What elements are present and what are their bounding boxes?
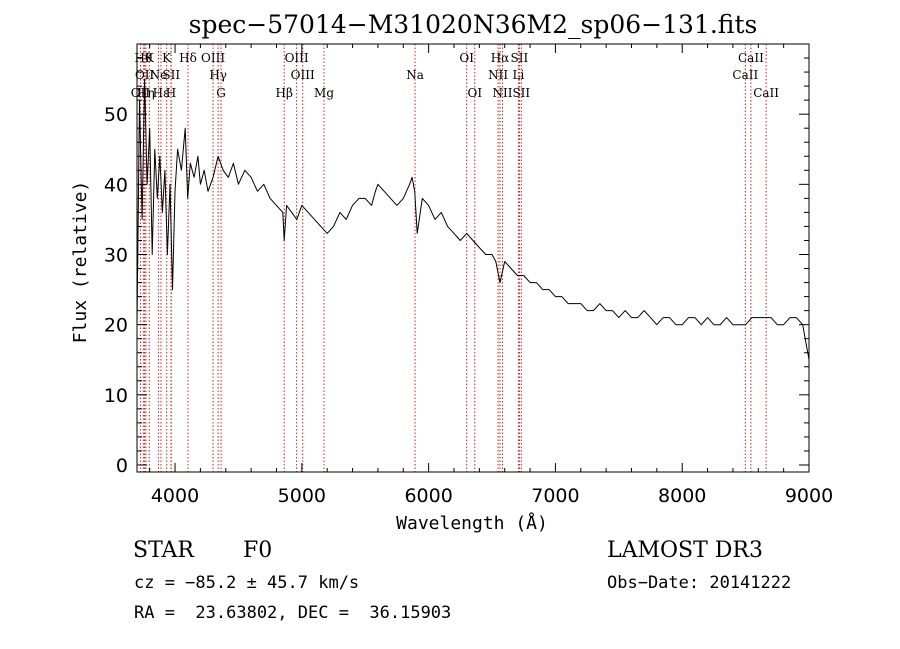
plot-area: 4000 5000 6000 7000 8000 900001020304050OIIHθ…: [104, 43, 833, 507]
spectral-line-label-7: K: [162, 51, 172, 65]
spectral-line-label-14: Hβ: [276, 86, 293, 100]
x-tick-label-3: 7000: [531, 485, 579, 507]
x-tick-label-2: 6000: [404, 485, 452, 507]
spectral-line-label-0: OII: [131, 86, 151, 100]
spectral-line-label-6: Hε: [153, 86, 170, 100]
spectral-line-label-29: CaII: [753, 86, 779, 100]
x-tick-label-1: 5000: [278, 485, 326, 507]
y-tick-label-4: 40: [104, 174, 128, 196]
x-tick-label-5: 9000: [785, 485, 833, 507]
spectral-line-label-13: G: [216, 86, 226, 100]
spectral-line-label-17: Mg: [314, 86, 334, 100]
spectrum-line-flux: [136, 78, 810, 360]
y-tick-label-5: 50: [104, 104, 128, 126]
spectral-line-label-24: SII: [511, 51, 529, 65]
x-tick-label-4: 8000: [658, 485, 706, 507]
spectral-line-label-2: OII: [135, 68, 155, 82]
spectral-line-label-19: OI: [459, 51, 474, 65]
survey-name: LAMOST DR3: [607, 538, 763, 563]
y-tick-label-1: 10: [104, 385, 128, 407]
object-type: STAR: [133, 538, 194, 563]
spectral-line-label-4: K: [145, 51, 155, 65]
ra-dec-coordinates: RA = 23.63802, DEC = 36.15903: [134, 603, 452, 623]
spectral-line-label-5: Ne: [150, 68, 168, 82]
redshift-cz: cz = −85.2 ± 45.7 km/s: [134, 573, 360, 593]
spectral-line-label-15: OIII: [285, 51, 309, 65]
spectral-line-label-18: Na: [406, 68, 424, 82]
spectral-line-label-20: OI: [467, 86, 482, 100]
observation-date: Obs−Date: 20141222: [607, 573, 792, 593]
y-tick-label-3: 30: [104, 244, 128, 266]
chart-title: spec−57014−M31020N36M2_sp06−131.fits: [189, 10, 758, 39]
spectral-line-label-23: NII: [493, 86, 513, 100]
spectral-line-label-1: Hθ: [134, 51, 152, 65]
spectral-line-label-16: OIII: [291, 68, 315, 82]
spectral-line-label-25: Li: [512, 68, 524, 82]
spectral-line-label-10: Hδ: [179, 51, 197, 65]
spectral-line-label-21: NII: [488, 68, 508, 82]
spectral-line-label-11: OIII: [201, 51, 225, 65]
spectral-line-label-28: CaII: [738, 51, 764, 65]
plot-frame: [136, 43, 810, 473]
x-tick-label-0: 4000: [151, 485, 199, 507]
spectral-line-label-8: SII: [162, 68, 180, 82]
spectral-line-label-3: Hη: [137, 86, 155, 100]
y-tick-label-0: 0: [116, 455, 128, 477]
spectral-line-label-12: Hγ: [209, 68, 227, 82]
spectral-subclass: F0: [243, 538, 273, 563]
spectral-line-label-27: CaII: [732, 68, 758, 82]
spectral-line-label-26: SII: [512, 86, 530, 100]
y-axis-label: Flux (relative): [70, 181, 91, 344]
y-tick-label-2: 20: [104, 315, 128, 337]
spectral-line-label-9: H: [166, 86, 176, 100]
spectral-line-label-22: Hα: [491, 51, 510, 65]
x-axis-label: Wavelength (Å): [396, 512, 548, 534]
